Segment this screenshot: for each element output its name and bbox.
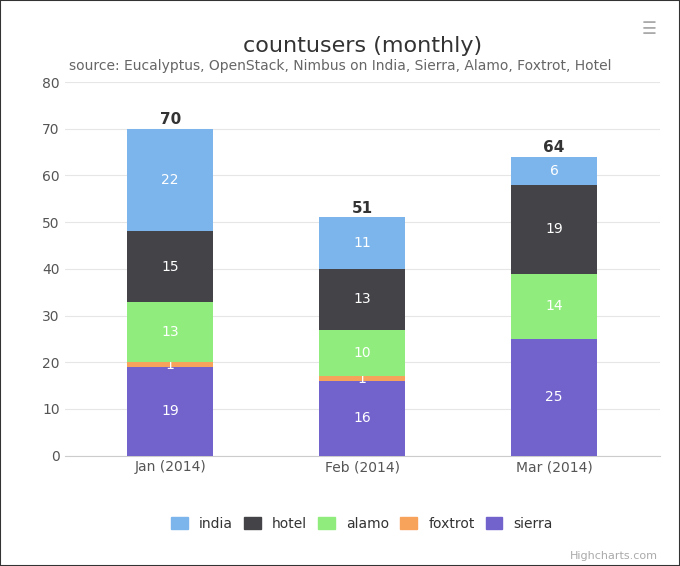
Text: 22: 22 (161, 173, 179, 187)
Bar (127, 302, 214, 362)
Text: 14: 14 (545, 299, 563, 313)
Bar (319, 217, 405, 269)
Bar (319, 381, 405, 456)
Bar (511, 273, 597, 339)
Text: 1: 1 (166, 358, 175, 371)
Bar (511, 185, 597, 273)
Legend: india, hotel, alamo, foxtrot, sierra: india, hotel, alamo, foxtrot, sierra (166, 511, 558, 536)
Text: 70: 70 (160, 112, 181, 127)
Text: 10: 10 (354, 346, 371, 360)
Text: 19: 19 (545, 222, 563, 236)
Text: 13: 13 (354, 292, 371, 306)
Text: 64: 64 (543, 140, 564, 155)
Bar (511, 157, 597, 185)
Text: 51: 51 (352, 200, 373, 216)
Bar (319, 329, 405, 376)
Text: 11: 11 (353, 236, 371, 250)
Text: Highcharts.com: Highcharts.com (571, 551, 658, 561)
Text: 25: 25 (545, 391, 563, 404)
Bar (127, 362, 214, 367)
Bar (127, 231, 214, 302)
Bar (511, 339, 597, 456)
Text: 15: 15 (161, 260, 179, 273)
Bar (127, 129, 214, 231)
Text: 16: 16 (353, 411, 371, 425)
Text: source: Eucalyptus, OpenStack, Nimbus on India, Sierra, Alamo, Foxtrot, Hotel: source: Eucalyptus, OpenStack, Nimbus on… (69, 59, 611, 74)
Bar (319, 376, 405, 381)
Text: 6: 6 (549, 164, 558, 178)
Text: 13: 13 (161, 325, 179, 339)
Text: ☰: ☰ (641, 20, 656, 38)
Bar (127, 367, 214, 456)
Bar (319, 269, 405, 329)
Text: 1: 1 (358, 372, 367, 385)
Title: countusers (monthly): countusers (monthly) (243, 36, 481, 55)
Text: 19: 19 (161, 404, 179, 418)
